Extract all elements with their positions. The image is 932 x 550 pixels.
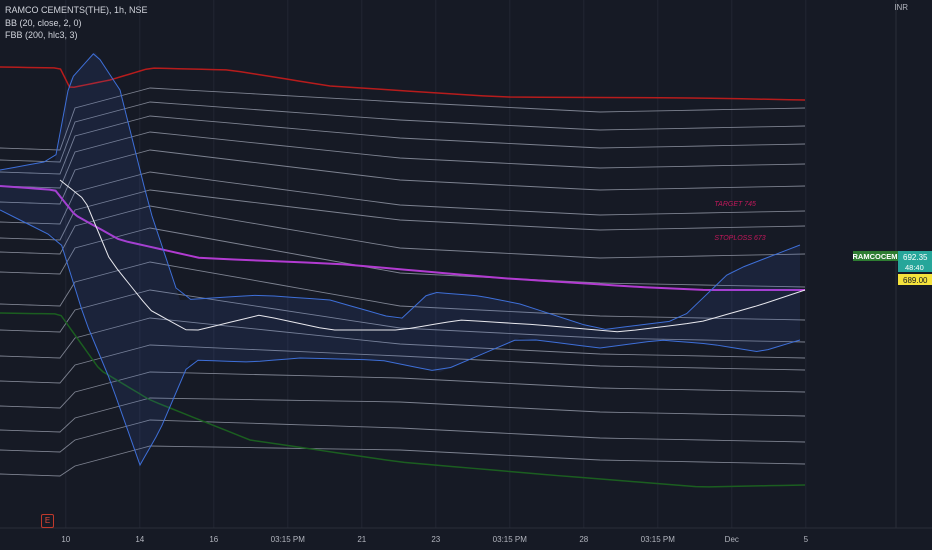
fbb-indicator-label[interactable]: FBB (200, hlc3, 3) xyxy=(5,30,78,40)
time-axis[interactable]: 10 14 16 03:15 PM 21 23 03:15 PM 28 03:15 PM Dec 5 xyxy=(61,535,808,544)
fib-line xyxy=(0,87,806,151)
time-tick-label: 5 xyxy=(804,535,809,544)
indicator-bands xyxy=(0,52,806,488)
ticker-label-box xyxy=(853,251,898,261)
fib-line xyxy=(0,317,806,359)
drawing-overlays: TARGET 745 STOPLOSS 673 xyxy=(714,201,765,242)
fib-line xyxy=(0,419,806,453)
fib-line xyxy=(0,445,806,477)
ticker-label: RAMCOCEM xyxy=(853,252,898,261)
earnings-icon[interactable]: E xyxy=(41,514,54,528)
bollinger-basis xyxy=(59,179,806,333)
fib-line xyxy=(0,149,806,205)
target-label: TARGET 745 xyxy=(714,201,756,208)
bb-indicator-label[interactable]: BB (20, close, 2, 0) xyxy=(5,17,82,28)
fib-line xyxy=(0,344,806,384)
fib-line xyxy=(0,131,806,189)
time-tick-label: 28 xyxy=(579,535,588,544)
symbol-title[interactable]: RAMCO CEMENTS(THE), 1h, NSE xyxy=(5,5,148,15)
time-tick-label: 03:15 PM xyxy=(493,535,528,544)
bollinger-fill xyxy=(0,52,800,465)
fib-line xyxy=(0,397,806,433)
fib-lower-band xyxy=(0,312,806,488)
currency-label: INR xyxy=(894,3,908,12)
stop-price-label: 689.00 xyxy=(903,276,928,285)
fib-basis-line xyxy=(0,185,805,291)
stop-price-box xyxy=(898,274,932,285)
time-tick-label: 14 xyxy=(135,535,144,544)
time-tick-label: 03:15 PM xyxy=(641,535,676,544)
countdown-label: 48:40 xyxy=(905,263,924,272)
chart-grid xyxy=(65,0,807,528)
fib-line xyxy=(0,227,806,288)
fib-line xyxy=(0,171,806,225)
fib-line xyxy=(0,261,806,321)
time-tick-label: 23 xyxy=(431,535,440,544)
time-tick-label: 16 xyxy=(209,535,218,544)
fib-line xyxy=(0,371,806,409)
last-price-box xyxy=(898,251,932,272)
bollinger-lower xyxy=(0,209,801,467)
fib-line xyxy=(0,289,806,343)
stoploss-label: STOPLOSS 673 xyxy=(714,235,765,242)
fib-line xyxy=(0,189,806,241)
fib-line xyxy=(0,115,806,175)
indicator-legend[interactable]: RAMCO CEMENTS(THE), 1h, NSE BB (20, clos… xyxy=(5,4,148,42)
time-tick-label: Dec xyxy=(725,535,739,544)
last-price-label: 692.35 xyxy=(903,253,928,262)
bollinger-upper xyxy=(0,53,801,330)
time-tick-label: 21 xyxy=(357,535,366,544)
time-tick-label: 03:15 PM xyxy=(271,535,306,544)
fib-line xyxy=(0,101,806,163)
fib-line xyxy=(0,205,806,259)
fib-upper-band xyxy=(0,66,806,101)
time-tick-label: 10 xyxy=(61,535,70,544)
